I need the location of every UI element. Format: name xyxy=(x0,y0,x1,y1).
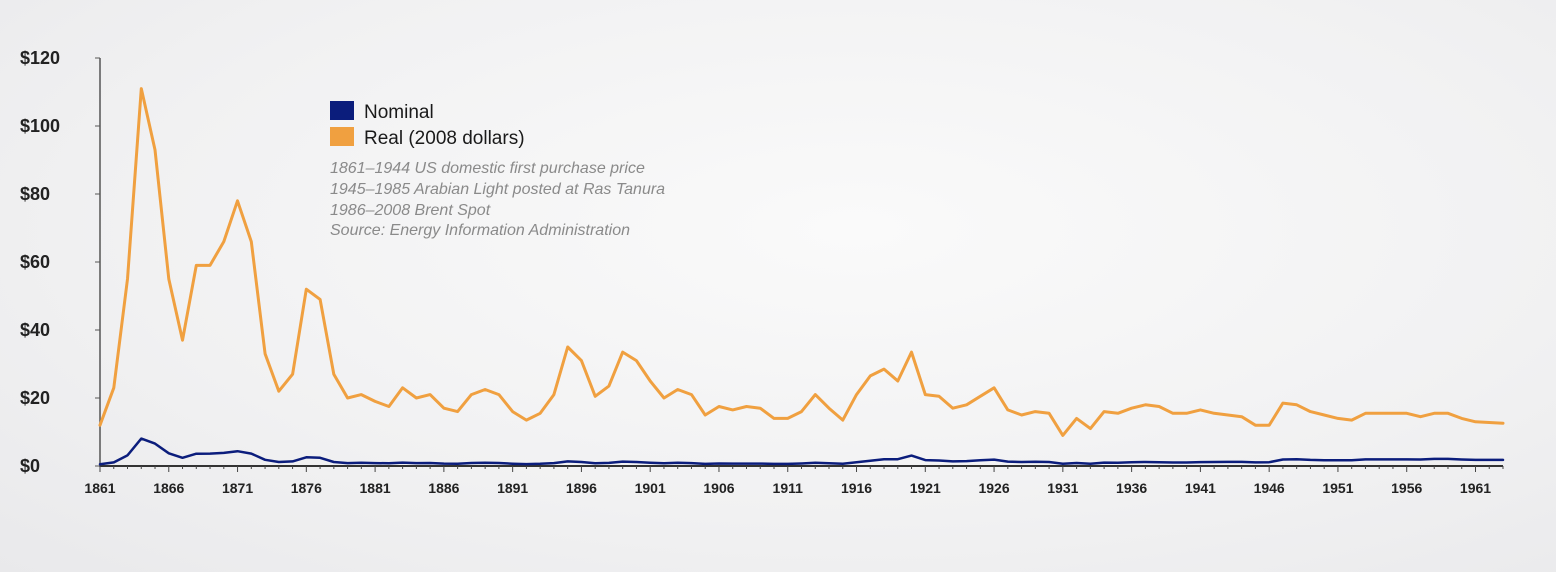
x-tick-label: 1901 xyxy=(635,480,666,496)
x-tick-label: 1861 xyxy=(84,480,115,496)
x-tick-label: 1886 xyxy=(428,480,459,496)
x-tick-label: 1921 xyxy=(910,480,941,496)
x-tick-label: 1926 xyxy=(978,480,1009,496)
x-tick-label: 1876 xyxy=(291,480,322,496)
x-tick-label: 1941 xyxy=(1185,480,1216,496)
x-tick-label: 1961 xyxy=(1460,480,1491,496)
series-line-nominal xyxy=(98,437,1505,466)
y-tick-label: $20 xyxy=(20,388,50,408)
note-line-1: 1861–1944 US domestic first purchase pri… xyxy=(330,160,645,177)
x-tick-label: 1881 xyxy=(360,480,391,496)
x-tick-label: 1911 xyxy=(773,480,804,496)
x-tick-label: 1951 xyxy=(1322,480,1353,496)
y-ticks: $0 $20 $40 $60 $80 $100 $120 xyxy=(20,48,100,476)
series-lines xyxy=(98,87,1505,466)
legend-swatch-real xyxy=(330,127,354,146)
y-tick-label: $40 xyxy=(20,320,50,340)
x-ticks: 1861 1866 1871 1876 1881 1886 1891 1896 1901 1906… xyxy=(84,466,1504,496)
note-line-3: 1986–2008 Brent Spot xyxy=(330,202,491,219)
note-line-2: 1945–1985 Arabian Light posted at Ras Ta… xyxy=(330,181,665,198)
legend-swatch-nominal xyxy=(330,101,354,120)
y-tick-label: $60 xyxy=(20,252,50,272)
legend-label-nominal: Nominal xyxy=(364,102,434,123)
x-tick-label: 1946 xyxy=(1254,480,1285,496)
x-tick-label: 1931 xyxy=(1047,480,1078,496)
legend-label-real: Real (2008 dollars) xyxy=(364,128,525,149)
y-tick-label: $80 xyxy=(20,184,50,204)
x-tick-label: 1956 xyxy=(1391,480,1422,496)
x-tick-label: 1871 xyxy=(222,480,253,496)
x-tick-label: 1891 xyxy=(497,480,528,496)
x-tick-label: 1936 xyxy=(1116,480,1147,496)
series-line-real xyxy=(98,87,1505,437)
y-tick-label: $120 xyxy=(20,48,60,68)
legend: Nominal Real (2008 dollars) xyxy=(330,101,525,149)
x-tick-label: 1896 xyxy=(566,480,597,496)
source-notes: 1861–1944 US domestic first purchase pri… xyxy=(330,160,665,239)
y-tick-label: $100 xyxy=(20,116,60,136)
y-tick-label: $0 xyxy=(20,456,40,476)
x-tick-label: 1906 xyxy=(703,480,734,496)
x-tick-label: 1916 xyxy=(841,480,872,496)
note-line-4: Source: Energy Information Administratio… xyxy=(330,222,630,239)
x-tick-label: 1866 xyxy=(153,480,184,496)
